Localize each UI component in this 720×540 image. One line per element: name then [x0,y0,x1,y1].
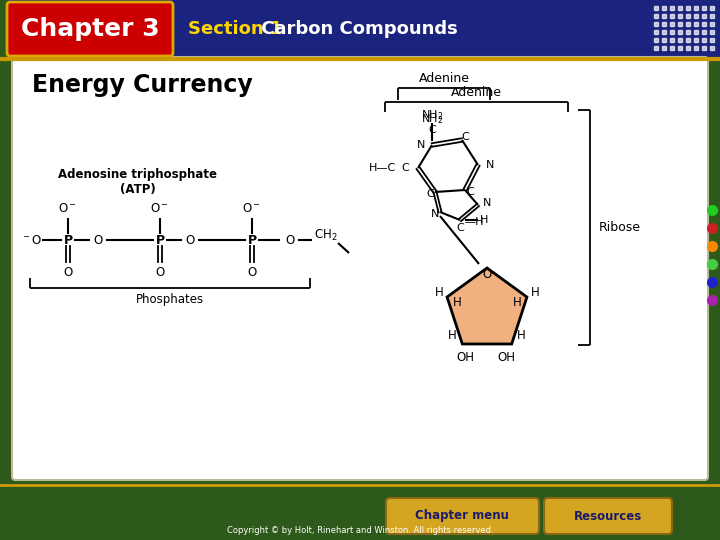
Text: NH$_2$: NH$_2$ [420,108,444,122]
Text: O: O [63,266,73,279]
Text: Adenosine triphosphate
(ATP): Adenosine triphosphate (ATP) [58,168,217,196]
Text: N: N [486,160,495,170]
FancyBboxPatch shape [7,2,173,56]
Text: OH: OH [456,352,474,365]
Text: O: O [482,267,492,280]
Text: C: C [426,189,434,199]
Text: H: H [448,329,456,342]
Text: Adenine: Adenine [451,85,502,98]
Text: H: H [517,329,526,342]
Text: O: O [248,266,256,279]
Text: Chapter 3: Chapter 3 [21,17,159,41]
Text: O: O [156,266,165,279]
Text: Adenine: Adenine [418,71,469,84]
Text: Section 1: Section 1 [188,20,282,38]
FancyBboxPatch shape [12,57,708,480]
Text: O$^-$: O$^-$ [243,202,261,215]
Text: N: N [431,209,439,219]
Text: Ribose: Ribose [599,221,641,234]
Text: —H: —H [464,217,484,227]
Text: P: P [63,233,73,246]
Text: C: C [401,163,409,173]
Text: H: H [531,286,539,299]
Bar [0,0,720,58]
Text: C: C [456,223,464,233]
Text: Copyright © by Holt, Rinehart and Winston. All rights reserved.: Copyright © by Holt, Rinehart and Winsto… [227,526,493,535]
Text: C: C [461,132,469,142]
FancyBboxPatch shape [544,498,672,534]
Polygon shape [447,268,527,344]
Text: C: C [466,187,474,197]
Text: Chapter menu: Chapter menu [415,510,509,523]
Bar [0,0,8,58]
Text: Energy Currency: Energy Currency [32,73,253,97]
Text: $^-$O: $^-$O [21,233,42,246]
Text: Phosphates: Phosphates [136,293,204,306]
Text: O: O [285,233,294,246]
Text: C: C [428,125,436,135]
Text: Resources: Resources [574,510,642,523]
Text: OH: OH [498,352,516,365]
Text: O: O [94,233,103,246]
Text: N: N [417,140,425,150]
FancyBboxPatch shape [386,498,539,534]
Text: Carbon Compounds: Carbon Compounds [255,20,458,38]
Text: P: P [248,233,256,246]
Text: O$^-$: O$^-$ [150,202,169,215]
Text: P: P [156,233,165,246]
Text: H: H [435,286,444,299]
Text: O$^-$: O$^-$ [58,202,78,215]
Text: H—C: H—C [369,163,396,173]
Bar [0,485,720,540]
Text: CH$_2$: CH$_2$ [314,227,338,242]
Text: O: O [185,233,194,246]
Text: N: N [483,198,491,208]
Text: H: H [513,295,521,308]
Text: H: H [453,295,462,308]
Text: NH$_2$: NH$_2$ [420,112,444,126]
Text: H: H [480,215,488,225]
